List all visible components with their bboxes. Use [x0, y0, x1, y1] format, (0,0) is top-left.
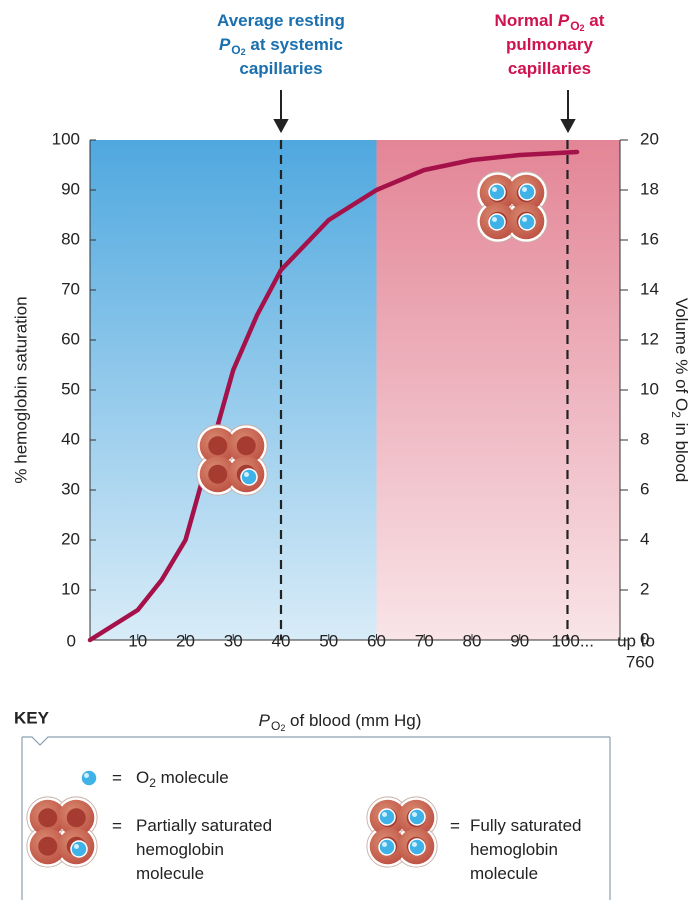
annotation-text: Normal PO2 at [495, 11, 605, 33]
text-segment: 2 [580, 23, 585, 33]
x-tick-label: 80 [463, 631, 482, 650]
text-segment: O [231, 43, 240, 57]
y-tick-label: 90 [61, 179, 80, 198]
key-label: hemoglobin [470, 840, 558, 859]
region [90, 140, 377, 640]
y-tick-label: 70 [61, 279, 80, 298]
text-segment: 2 [149, 776, 156, 790]
text-segment: hemoglobin [470, 840, 558, 859]
y-tick-label: 60 [61, 329, 80, 348]
key-full-icon [366, 796, 438, 868]
key-box [21, 736, 611, 900]
y2-tick-label: 18 [640, 179, 659, 198]
text-segment: O [271, 719, 280, 733]
text-segment: Average resting [217, 11, 345, 30]
text-segment: O [136, 768, 149, 787]
y2-tick-label: 12 [640, 329, 659, 348]
text-segment: pulmonary [506, 35, 593, 54]
full-hemoglobin-icon [476, 171, 548, 243]
key-label: Fully saturated [470, 816, 582, 835]
x-tick-label: 40 [272, 631, 291, 650]
x-tick-label: 30 [224, 631, 243, 650]
key-label: Partially saturated [136, 816, 272, 835]
annotation-text: capillaries [239, 59, 322, 78]
annotation-text: Average resting [217, 11, 345, 30]
plot-layer: 10 20 30 40 50 60 70 80 90 100 0 2 4 6 8 10 12 14 16 18 20 0 1… [11, 11, 690, 733]
x-tick-label: 10 [128, 631, 147, 650]
text-segment: P [219, 35, 231, 54]
key-label: molecule [470, 864, 538, 883]
x-tick-label: 0 [67, 631, 76, 650]
key-sign: = [112, 816, 122, 835]
text-segment: P [558, 11, 570, 30]
arrowhead [560, 119, 576, 134]
x-tick-label: 50 [319, 631, 338, 650]
y2-tick-label: 10 [640, 379, 659, 398]
key-sign: = [450, 816, 460, 835]
x-tick-label: 90 [510, 631, 529, 650]
y-tick-label: 50 [61, 379, 80, 398]
x-tick-label: 20 [176, 631, 195, 650]
text-segment: capillaries [239, 59, 322, 78]
y-tick-label: 100 [52, 129, 80, 148]
text-segment: at systemic [246, 35, 343, 54]
key-partial-icon [26, 796, 98, 868]
annotation-text: capillaries [508, 59, 591, 78]
x-extra-label: up to [617, 631, 655, 650]
y-tick-label: 30 [61, 479, 80, 498]
text-segment: P [259, 711, 271, 730]
y2-tick-label: 16 [640, 229, 659, 248]
y-tick-label: 40 [61, 429, 80, 448]
text-segment: at [585, 11, 605, 30]
key-label: O2 molecule [136, 768, 229, 790]
text-segment: molecule [156, 768, 229, 787]
text-segment: 2 [280, 723, 285, 733]
y-tick-label: 10 [61, 579, 80, 598]
text-segment: Fully saturated [470, 816, 582, 835]
y2-tick-label: 0 [640, 629, 649, 648]
y2-tick-label: 14 [640, 279, 659, 298]
y2-tick-label: 20 [640, 129, 659, 148]
text-segment: Normal [495, 11, 558, 30]
annotation-text: pulmonary [506, 35, 593, 54]
arrowhead [273, 119, 289, 134]
y-tick-label: 20 [61, 529, 80, 548]
text-segment: 2 [241, 47, 246, 57]
annotation-arrows [273, 90, 576, 134]
key-o2-icon [80, 769, 98, 787]
y2-tick-label: 2 [640, 579, 649, 598]
annotation-text: PO2 at systemic [219, 35, 343, 57]
curve [87, 149, 580, 643]
text-segment: molecule [470, 864, 538, 883]
y2-tick-label: 4 [640, 529, 649, 548]
text-segment: 2 [669, 411, 683, 418]
key-sign: = [112, 768, 122, 787]
text-segment: Volume % of O [672, 298, 691, 411]
text-segment: Partially saturated [136, 816, 272, 835]
text-segment: hemoglobin [136, 840, 224, 859]
key-text: = O2 molecule = Partially saturated hemoglob… [112, 768, 581, 883]
key-label: hemoglobin [136, 840, 224, 859]
text-segment: of blood (mm Hg) [285, 711, 421, 730]
key-title: KEY [14, 708, 50, 727]
x-tick-label: 100... [551, 631, 594, 650]
x-tick-label: 60 [367, 631, 386, 650]
text-segment: in blood [672, 418, 691, 482]
text-segment: O [570, 19, 579, 33]
text-segment: molecule [136, 864, 204, 883]
partial-hemoglobin-icon [196, 424, 268, 496]
y2-tick-label: 8 [640, 429, 649, 448]
y-axis-title: % hemoglobin saturation [11, 296, 30, 483]
x-axis-title: PO2 of blood (mm Hg) [259, 711, 422, 733]
x-tick-label: 70 [415, 631, 434, 650]
key-label: molecule [136, 864, 204, 883]
y-tick-label: 80 [61, 229, 80, 248]
text-segment: capillaries [508, 59, 591, 78]
x-extra-label: 760 [626, 652, 654, 671]
y2-axis-title: Volume % of O2 in blood [669, 298, 691, 482]
y2-tick-label: 6 [640, 479, 649, 498]
